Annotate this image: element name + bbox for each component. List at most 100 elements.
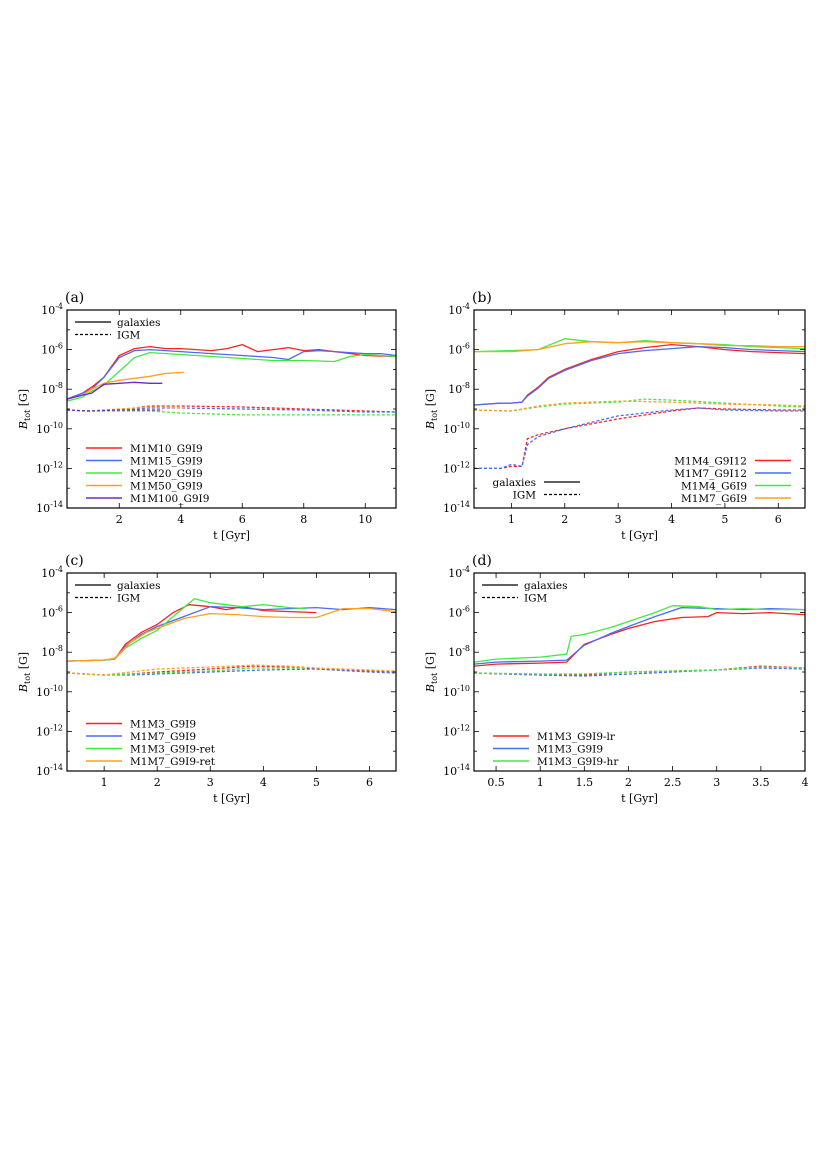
M1M100_G9I9-galaxies-line — [67, 381, 163, 400]
M1M100_G9I9-igm-line — [67, 409, 163, 412]
x-tick-label: 4 — [260, 776, 267, 789]
panel-label: (b) — [472, 290, 492, 306]
x-axis-title: t [Gyr] — [621, 792, 658, 805]
y-tick-label: 10-6 — [448, 605, 470, 620]
x-tick-label: 0.5 — [487, 776, 505, 789]
y-tick-label: 10-8 — [41, 644, 63, 659]
panel-0: (a) 10-14 10-12 10-10 10-8 10-6 10-4 2 4 6 8 10 t [G… — [17, 290, 397, 542]
x-tick-label: 3 — [713, 776, 720, 789]
M1M3_G9I9-ret-galaxies-line — [67, 598, 306, 662]
legend-label-M1M3_G9I9-lr: M1M3_G9I9-lr — [537, 731, 616, 743]
x-tick-label: 6 — [775, 513, 782, 526]
y-tick-label: 10-6 — [448, 342, 470, 357]
y-tick-label: 10-12 — [443, 460, 470, 475]
legend-label-M1M3_G9I9: M1M3_G9I9 — [130, 719, 196, 731]
x-tick-label: 4 — [802, 776, 809, 789]
panel-2: (c) 10-14 10-12 10-10 10-8 10-6 10-4 1 2 3 4 5 6 t [G… — [17, 553, 397, 805]
style-legend-label: IGM — [117, 593, 141, 605]
y-tick-label: 10-8 — [448, 381, 470, 396]
x-tick-label: 2.5 — [664, 776, 682, 789]
panel-1: (b) 10-14 10-12 10-10 10-8 10-6 10-4 1 2 3 4 5 6 t [G… — [424, 290, 806, 542]
style-legend-label: galaxies — [493, 477, 536, 489]
x-tick-label: 2 — [561, 513, 568, 526]
style-legend-label: IGM — [117, 330, 141, 342]
y-tick-label: 10-14 — [36, 763, 63, 778]
y-tick-label: 10-14 — [36, 500, 63, 515]
M1M7_G6I9-igm-line — [474, 400, 805, 412]
y-tick-label: 10-4 — [448, 302, 470, 317]
y-tick-label: 10-4 — [41, 565, 63, 580]
M1M7_G6I9-galaxies-line — [474, 341, 805, 353]
y-tick-label: 10-12 — [443, 723, 470, 738]
x-axis-title: t [Gyr] — [213, 792, 250, 805]
x-tick-label: 6 — [366, 776, 373, 789]
M1M3_G9I9-igm-line — [67, 665, 396, 676]
y-tick-label: 10-14 — [443, 500, 470, 515]
x-axis-title: t [Gyr] — [621, 529, 658, 542]
x-tick-label: 1 — [508, 513, 515, 526]
y-tick-label: 10-4 — [41, 302, 63, 317]
x-tick-label: 4 — [668, 513, 675, 526]
M1M10_G9I9-igm-line — [67, 405, 396, 413]
M1M3_G9I9-hr-galaxies-line — [474, 605, 805, 663]
legend-label-M1M100_G9I9: M1M100_G9I9 — [130, 493, 209, 505]
style-legend-label: galaxies — [524, 580, 567, 592]
x-tick-label: 2 — [116, 513, 123, 526]
M1M3_G9I9-galaxies-line — [474, 606, 805, 665]
y-tick-label: 10-10 — [36, 684, 63, 699]
y-tick-label: 10-4 — [448, 565, 470, 580]
legend-label-M1M50_G9I9: M1M50_G9I9 — [130, 481, 203, 493]
legend-label-M1M7_G9I9: M1M7_G9I9 — [130, 731, 196, 743]
y-axis-title: Btot [G] — [17, 652, 32, 693]
legend-label-M1M3_G9I9-ret: M1M3_G9I9-ret — [130, 744, 216, 756]
M1M15_G9I9-igm-line — [67, 407, 396, 413]
x-tick-label: 4 — [177, 513, 184, 526]
x-tick-label: 2 — [154, 776, 161, 789]
legend-label-M1M7_G6I9: M1M7_G6I9 — [681, 493, 747, 505]
M1M15_G9I9-galaxies-line — [67, 348, 396, 400]
M1M7_G9I12-igm-line — [474, 407, 805, 470]
x-tick-label: 1 — [101, 776, 108, 789]
x-tick-label: 6 — [239, 513, 246, 526]
x-tick-label: 5 — [721, 513, 728, 526]
y-tick-label: 10-12 — [36, 723, 63, 738]
y-tick-label: 10-10 — [443, 421, 470, 436]
M1M7_G9I12-galaxies-line — [474, 345, 805, 406]
y-axis-title: Btot [G] — [424, 652, 439, 693]
M1M7_G9I9-ret-igm-line — [67, 664, 396, 676]
legend-label-M1M3_G9I9: M1M3_G9I9 — [537, 744, 603, 756]
legend-label-M1M7_G9I9-ret: M1M7_G9I9-ret — [130, 756, 216, 768]
x-tick-label: 10 — [358, 513, 372, 526]
plot-lines — [474, 338, 805, 470]
M1M50_G9I9-galaxies-line — [67, 371, 184, 400]
x-tick-label: 3 — [207, 776, 214, 789]
y-tick-label: 10-10 — [443, 684, 470, 699]
x-tick-label: 5 — [313, 776, 320, 789]
legend-label-M1M10_G9I9: M1M10_G9I9 — [130, 443, 203, 455]
M1M3_G9I9-igm-line — [474, 667, 805, 677]
legend-label-M1M7_G9I12: M1M7_G9I12 — [674, 468, 747, 480]
x-tick-label: 2 — [625, 776, 632, 789]
x-tick-label: 8 — [300, 513, 307, 526]
panel-3: (d) 10-14 10-12 10-10 10-8 10-6 10-4 0.5 1 1.5 2 2.… — [424, 553, 809, 805]
y-tick-label: 10-10 — [36, 421, 63, 436]
plot-lines — [474, 605, 805, 677]
panel-label: (c) — [65, 553, 84, 569]
M1M3_G9I9-lr-galaxies-line — [474, 611, 805, 667]
legend-label-M1M4_G6I9: M1M4_G6I9 — [681, 481, 747, 493]
panel-label: (a) — [65, 290, 84, 306]
legend-label-M1M20_G9I9: M1M20_G9I9 — [130, 468, 203, 480]
style-legend-label: IGM — [524, 593, 548, 605]
M1M50_G9I9-igm-line — [67, 406, 184, 412]
plot-lines — [67, 598, 396, 676]
legend-label-M1M15_G9I9: M1M15_G9I9 — [130, 456, 203, 468]
x-tick-label: 3 — [615, 513, 622, 526]
M1M4_G9I12-galaxies-line — [474, 343, 805, 406]
M1M7_G9I9-ret-galaxies-line — [67, 607, 396, 662]
legend-label-M1M3_G9I9-hr: M1M3_G9I9-hr — [537, 756, 619, 768]
x-axis-title: t [Gyr] — [213, 529, 250, 542]
M1M3_G9I9-ret-igm-line — [67, 667, 306, 676]
x-tick-label: 1 — [537, 776, 544, 789]
x-tick-label: 3.5 — [752, 776, 770, 789]
y-tick-label: 10-14 — [443, 763, 470, 778]
